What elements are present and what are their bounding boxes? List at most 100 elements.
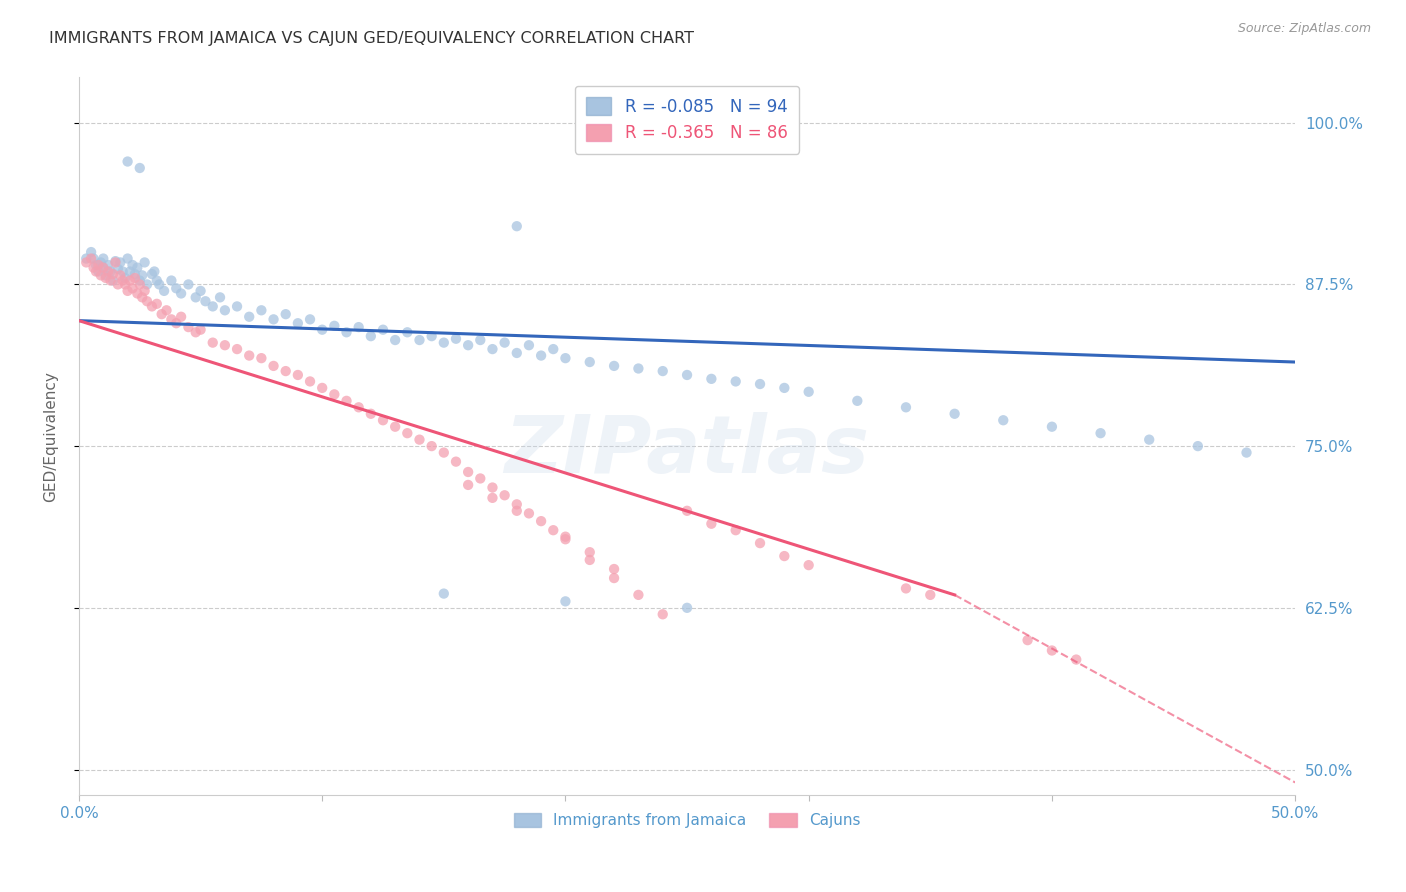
Point <box>1137 433 1160 447</box>
Point <box>506 504 529 518</box>
Point <box>146 297 169 311</box>
Point <box>676 600 699 615</box>
Point <box>110 268 132 283</box>
Point <box>184 326 207 340</box>
Point <box>94 271 117 285</box>
Point <box>226 342 249 356</box>
Point <box>128 161 150 175</box>
Point <box>75 252 97 266</box>
Point <box>208 290 231 304</box>
Text: IMMIGRANTS FROM JAMAICA VS CAJUN GED/EQUIVALENCY CORRELATION CHART: IMMIGRANTS FROM JAMAICA VS CAJUN GED/EQU… <box>49 31 695 46</box>
Point <box>134 284 156 298</box>
Point <box>97 258 120 272</box>
Point <box>101 274 124 288</box>
Point <box>136 277 159 292</box>
Point <box>287 368 309 382</box>
Point <box>651 364 673 378</box>
Point <box>543 342 565 356</box>
Point <box>1040 643 1063 657</box>
Point <box>110 255 132 269</box>
Point <box>153 284 176 298</box>
Point <box>433 335 456 350</box>
Point <box>506 497 529 511</box>
Point <box>114 271 136 285</box>
Point <box>117 154 139 169</box>
Point <box>146 274 169 288</box>
Point <box>201 335 224 350</box>
Point <box>457 465 479 479</box>
Point <box>627 361 650 376</box>
Point <box>360 329 382 343</box>
Point <box>101 267 124 281</box>
Point <box>578 553 600 567</box>
Point <box>396 326 419 340</box>
Point <box>470 471 492 485</box>
Point <box>100 264 122 278</box>
Point <box>118 264 141 278</box>
Point <box>457 478 479 492</box>
Legend: Immigrants from Jamaica, Cajuns: Immigrants from Jamaica, Cajuns <box>508 807 866 834</box>
Point <box>117 284 139 298</box>
Point <box>993 413 1015 427</box>
Point <box>797 558 820 573</box>
Point <box>749 377 772 392</box>
Point <box>470 333 492 347</box>
Point <box>299 375 322 389</box>
Point <box>603 562 626 576</box>
Point <box>700 372 723 386</box>
Point <box>155 303 177 318</box>
Point <box>121 258 143 272</box>
Point <box>114 277 136 292</box>
Point <box>384 333 406 347</box>
Point <box>107 261 129 276</box>
Point <box>84 264 107 278</box>
Point <box>920 588 942 602</box>
Point <box>603 571 626 585</box>
Point <box>263 359 285 373</box>
Point <box>90 255 112 269</box>
Point <box>160 312 183 326</box>
Point <box>194 294 217 309</box>
Point <box>311 323 333 337</box>
Point <box>360 407 382 421</box>
Point <box>100 274 122 288</box>
Point <box>444 455 467 469</box>
Point <box>184 290 207 304</box>
Point <box>107 277 129 292</box>
Point <box>517 338 540 352</box>
Y-axis label: GED/Equivalency: GED/Equivalency <box>44 371 58 502</box>
Point <box>131 268 153 283</box>
Point <box>420 439 443 453</box>
Point <box>894 582 917 596</box>
Point <box>190 284 212 298</box>
Point <box>91 252 114 266</box>
Point <box>287 316 309 330</box>
Point <box>94 268 117 283</box>
Point <box>75 255 97 269</box>
Point <box>433 586 456 600</box>
Point <box>238 349 260 363</box>
Point <box>481 491 503 505</box>
Point <box>90 268 112 283</box>
Point <box>603 359 626 373</box>
Point <box>797 384 820 399</box>
Point <box>83 252 105 266</box>
Point <box>134 255 156 269</box>
Point <box>517 507 540 521</box>
Point <box>111 264 134 278</box>
Point <box>121 281 143 295</box>
Point <box>578 355 600 369</box>
Point <box>177 320 200 334</box>
Point <box>396 426 419 441</box>
Point <box>724 523 747 537</box>
Point <box>444 332 467 346</box>
Point <box>420 329 443 343</box>
Point <box>250 303 273 318</box>
Point <box>676 368 699 382</box>
Point <box>676 504 699 518</box>
Point <box>127 260 149 275</box>
Point <box>128 274 150 288</box>
Point <box>170 310 193 324</box>
Point <box>494 488 516 502</box>
Point <box>238 310 260 324</box>
